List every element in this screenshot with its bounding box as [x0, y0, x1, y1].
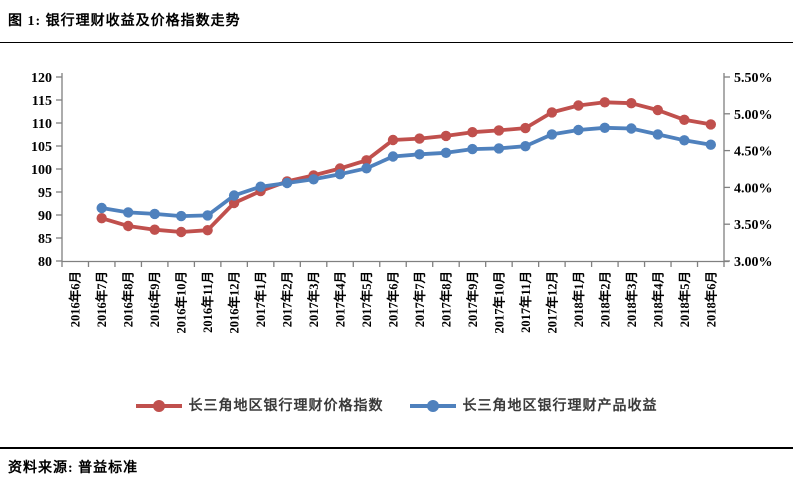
series-price-index	[96, 97, 716, 238]
svg-text:85: 85	[38, 232, 52, 247]
title-divider	[0, 42, 793, 43]
svg-text:105: 105	[31, 140, 52, 155]
svg-text:2017年5月: 2017年5月	[359, 271, 374, 327]
figure-title: 图 1: 银行理财收益及价格指数走势	[8, 14, 241, 29]
svg-text:2017年6月: 2017年6月	[386, 271, 401, 327]
legend-label-product-yield: 长三角地区银行理财产品收益	[462, 399, 658, 414]
svg-text:2017年7月: 2017年7月	[412, 271, 427, 327]
legend-dot-red	[152, 399, 165, 412]
svg-text:90: 90	[38, 209, 52, 224]
svg-text:2016年7月: 2016年7月	[94, 271, 109, 327]
chart-legend: 长三角地区银行理财价格指数 长三角地区银行理财产品收益	[0, 395, 793, 415]
svg-text:120: 120	[31, 71, 52, 86]
x-axis-ticks	[61, 261, 725, 267]
legend-label-price-index: 长三角地区银行理财价格指数	[188, 399, 384, 414]
svg-text:2016年11月: 2016年11月	[200, 271, 215, 333]
legend-dot-blue	[426, 399, 439, 412]
svg-text:2016年10月: 2016年10月	[174, 271, 189, 334]
series-product-yield	[96, 122, 716, 222]
svg-text:3.50%: 3.50%	[734, 218, 773, 233]
svg-text:2016年6月: 2016年6月	[68, 271, 83, 327]
x-axis-labels: 2016年6月 2016年7月 2016年8月 2016年9月 2016年10月 2016…	[68, 271, 719, 334]
svg-text:4.00%: 4.00%	[734, 181, 773, 196]
legend-marker-price-index	[135, 399, 182, 412]
svg-text:2017年4月: 2017年4月	[333, 271, 348, 327]
svg-text:2018年3月: 2018年3月	[624, 271, 639, 327]
svg-text:2018年4月: 2018年4月	[650, 271, 665, 327]
svg-text:2016年9月: 2016年9月	[147, 271, 162, 327]
left-axis: 80 85 90 95 100 105 110 115 120	[31, 71, 62, 270]
source-divider	[0, 447, 793, 449]
svg-text:3.00%: 3.00%	[734, 255, 773, 270]
svg-text:2017年2月: 2017年2月	[280, 271, 295, 327]
svg-text:2018年1月: 2018年1月	[571, 271, 586, 327]
legend-marker-product-yield	[409, 399, 456, 412]
chart-plot-area: 80 85 90 95 100 105 110 115 120 3.00% 3.50% 4.00% 4.…	[0, 44, 793, 394]
legend-item-product-yield[interactable]: 长三角地区银行理财产品收益	[409, 395, 658, 415]
svg-text:2017年12月: 2017年12月	[544, 271, 559, 334]
svg-text:100: 100	[31, 163, 52, 178]
legend-item-price-index[interactable]: 长三角地区银行理财价格指数	[135, 395, 384, 415]
svg-text:5.50%: 5.50%	[734, 71, 773, 86]
svg-text:5.00%: 5.00%	[734, 108, 773, 123]
svg-text:2016年8月: 2016年8月	[121, 271, 136, 327]
svg-text:2017年1月: 2017年1月	[253, 271, 268, 327]
svg-text:115: 115	[32, 94, 52, 109]
svg-text:2017年10月: 2017年10月	[491, 271, 506, 334]
svg-text:2018年5月: 2018年5月	[677, 271, 692, 327]
svg-text:2018年2月: 2018年2月	[597, 271, 612, 327]
svg-text:2017年3月: 2017年3月	[306, 271, 321, 327]
svg-text:2017年9月: 2017年9月	[465, 271, 480, 327]
svg-text:95: 95	[38, 186, 52, 201]
svg-text:4.50%: 4.50%	[734, 145, 773, 160]
source-note: 资料来源: 普益标准	[8, 461, 139, 476]
right-axis: 3.00% 3.50% 4.00% 4.50% 5.00% 5.50%	[724, 71, 773, 270]
svg-text:2017年11月: 2017年11月	[518, 271, 533, 333]
svg-text:110: 110	[32, 117, 52, 132]
svg-text:2018年6月: 2018年6月	[703, 271, 718, 327]
chart-svg: 80 85 90 95 100 105 110 115 120 3.00% 3.50% 4.00% 4.…	[31, 71, 773, 334]
svg-text:80: 80	[38, 255, 52, 270]
svg-text:2017年8月: 2017年8月	[438, 271, 453, 327]
svg-text:2016年12月: 2016年12月	[227, 271, 242, 334]
